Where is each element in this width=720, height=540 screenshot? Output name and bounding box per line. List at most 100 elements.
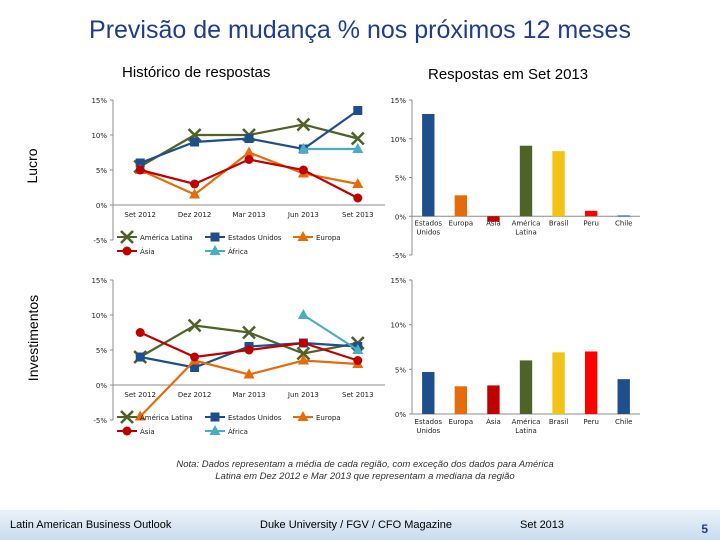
legend-label-estados-unidos: Estados Unidos — [228, 414, 282, 422]
legend-label-asia: Ásia — [140, 427, 155, 436]
footnote: Nota: Dados representam a média de cada … — [176, 459, 554, 482]
x-tick-label-europa: Europa — [449, 418, 474, 426]
row-label-lucro: Lucro — [24, 148, 40, 184]
point-asia-set-2013 — [353, 356, 363, 365]
point-africa-jun-2013 — [297, 143, 309, 153]
point-america-latina-set-2013 — [350, 131, 365, 146]
point-america-latina-jun-2013 — [296, 346, 311, 361]
y-tick-label: 15% — [91, 97, 107, 105]
y-tick-label: 10% — [390, 322, 406, 330]
point-asia-jun-2013 — [298, 338, 308, 348]
legend-swatch-africa-marker — [209, 245, 221, 255]
y-tick-label: 10% — [390, 136, 406, 144]
point-asia-jun-2013 — [298, 165, 308, 175]
y-tick-label: 10% — [91, 312, 107, 320]
bar-asia — [487, 216, 500, 222]
footer-left: Latin American Business Outlook — [10, 519, 172, 531]
bar-chile — [617, 379, 630, 414]
x-tick-label-estados-unidos: Estados Unidos — [415, 418, 443, 435]
legend-swatch-estados-unidos-marker — [210, 412, 220, 422]
legend-swatch-asia-marker — [122, 426, 132, 436]
point-estados-unidos-dez-2012 — [190, 137, 200, 147]
y-tick-label: 5% — [395, 366, 406, 374]
point-estados-unidos-mar-2013 — [244, 134, 254, 143]
point-asia-dez-2012 — [190, 352, 200, 362]
legend-swatch-asia-marker — [122, 246, 132, 256]
x-tick-label-chile: Chile — [615, 219, 633, 227]
legend-label-europa: Europa — [316, 414, 341, 422]
x-tick-label-set-2012: Set 2012 — [124, 211, 156, 219]
bar-brasil — [552, 151, 565, 217]
point-asia-dez-2012 — [190, 179, 200, 189]
chart-investimentos-set2013: 0% 5% 10% 15% Estados Unidos Europa Ásia América… — [390, 277, 640, 435]
bar-peru — [584, 210, 598, 217]
y-tick-label: 15% — [390, 97, 406, 105]
x-tick-label-brasil: Brasil — [549, 418, 569, 426]
y-tick-label: -5% — [93, 417, 107, 425]
y-tick-label: 5% — [96, 167, 107, 175]
bar-brasil — [552, 352, 565, 414]
legend-label-estados-unidos: Estados Unidos — [228, 234, 282, 242]
x-tick-label-america-latina: América Latina — [512, 418, 541, 435]
chart-lucro-set2013: -5% 0% 5% 10% 15% Estados Unidos Europa Ásia Amér… — [390, 97, 640, 260]
x-tick-label-mar-2013: Mar 2013 — [232, 211, 265, 219]
y-tick-label: 0% — [96, 382, 107, 390]
point-america-latina-jun-2013 — [296, 117, 311, 132]
y-tick-label: 0% — [96, 202, 107, 210]
legend-swatch-africa-marker — [209, 425, 221, 435]
point-asia-set-2012 — [135, 165, 145, 175]
series-line-africa — [302, 314, 359, 351]
x-tick-label-mar-2013: Mar 2013 — [232, 391, 265, 399]
x-tick-label-set-2013: Set 2013 — [342, 391, 374, 399]
point-europa-mar-2013 — [243, 146, 255, 157]
legend-swatch-estados-unidos-marker — [210, 232, 220, 242]
y-tick-label: 0% — [395, 411, 406, 419]
x-tick-label-jun-2013: Jun 2013 — [287, 391, 319, 399]
x-tick-label-asia: Ásia — [486, 218, 501, 227]
legend-swatch-europa-marker — [297, 411, 309, 421]
footer-center: Duke University / FGV / CFO Magazine — [260, 519, 452, 531]
row-label-investimentos: Investimentos — [25, 294, 41, 382]
x-tick-label-set-2012: Set 2012 — [124, 391, 156, 399]
y-tick-label: -5% — [93, 237, 107, 245]
point-europa-mar-2013 — [243, 368, 255, 379]
point-estados-unidos-dez-2012 — [190, 363, 200, 372]
point-estados-unidos-set-2012 — [135, 158, 145, 168]
x-tick-label-chile: Chile — [615, 418, 633, 426]
left-column-header: Histórico de respostas — [122, 64, 271, 81]
x-tick-label-brasil: Brasil — [549, 219, 569, 227]
y-tick-label: -5% — [392, 252, 406, 260]
x-tick-label-jun-2013: Jun 2013 — [287, 211, 319, 219]
point-asia-mar-2013 — [244, 155, 254, 164]
bar-europa — [454, 386, 468, 414]
bar-estados-unidos — [422, 372, 435, 414]
legend-swatch-europa-marker — [297, 231, 309, 241]
bar-europa — [454, 195, 468, 217]
point-europa-set-2013 — [352, 178, 364, 188]
point-europa-dez-2012 — [189, 188, 201, 199]
point-america-latina-dez-2012 — [187, 318, 202, 333]
bar-america-latina — [519, 145, 533, 217]
point-asia-set-2013 — [353, 193, 363, 203]
bar-peru — [584, 351, 598, 414]
footer-bar: Latin American Business Outlook Duke Uni… — [0, 510, 720, 540]
point-europa-set-2012 — [134, 410, 146, 421]
y-tick-label: 15% — [390, 277, 406, 285]
y-tick-label: 15% — [91, 277, 107, 285]
y-tick-label: 10% — [91, 132, 107, 140]
point-america-latina-mar-2013 — [242, 325, 256, 340]
bar-asia — [487, 385, 500, 414]
bar-estados-unidos — [422, 113, 435, 217]
legend-label-asia: Ásia — [140, 247, 155, 256]
legend-swatch-america-latina-marker — [120, 410, 134, 424]
footer-date: Set 2013 — [520, 519, 565, 531]
point-africa-set-2013 — [352, 344, 364, 354]
legend-swatch-america-latina-marker — [120, 230, 134, 244]
x-tick-label-peru: Peru — [583, 219, 599, 227]
x-tick-label-estados-unidos: Estados Unidos — [415, 219, 443, 236]
x-tick-label-asia: Ásia — [486, 417, 501, 426]
chart-lucro-historico: -5% 0% 5% 10% 15% Set 2012 Dez 2012 Mar 2013 Jun… — [91, 97, 385, 256]
point-asia-set-2012 — [135, 328, 145, 337]
point-africa-jun-2013 — [297, 309, 309, 319]
